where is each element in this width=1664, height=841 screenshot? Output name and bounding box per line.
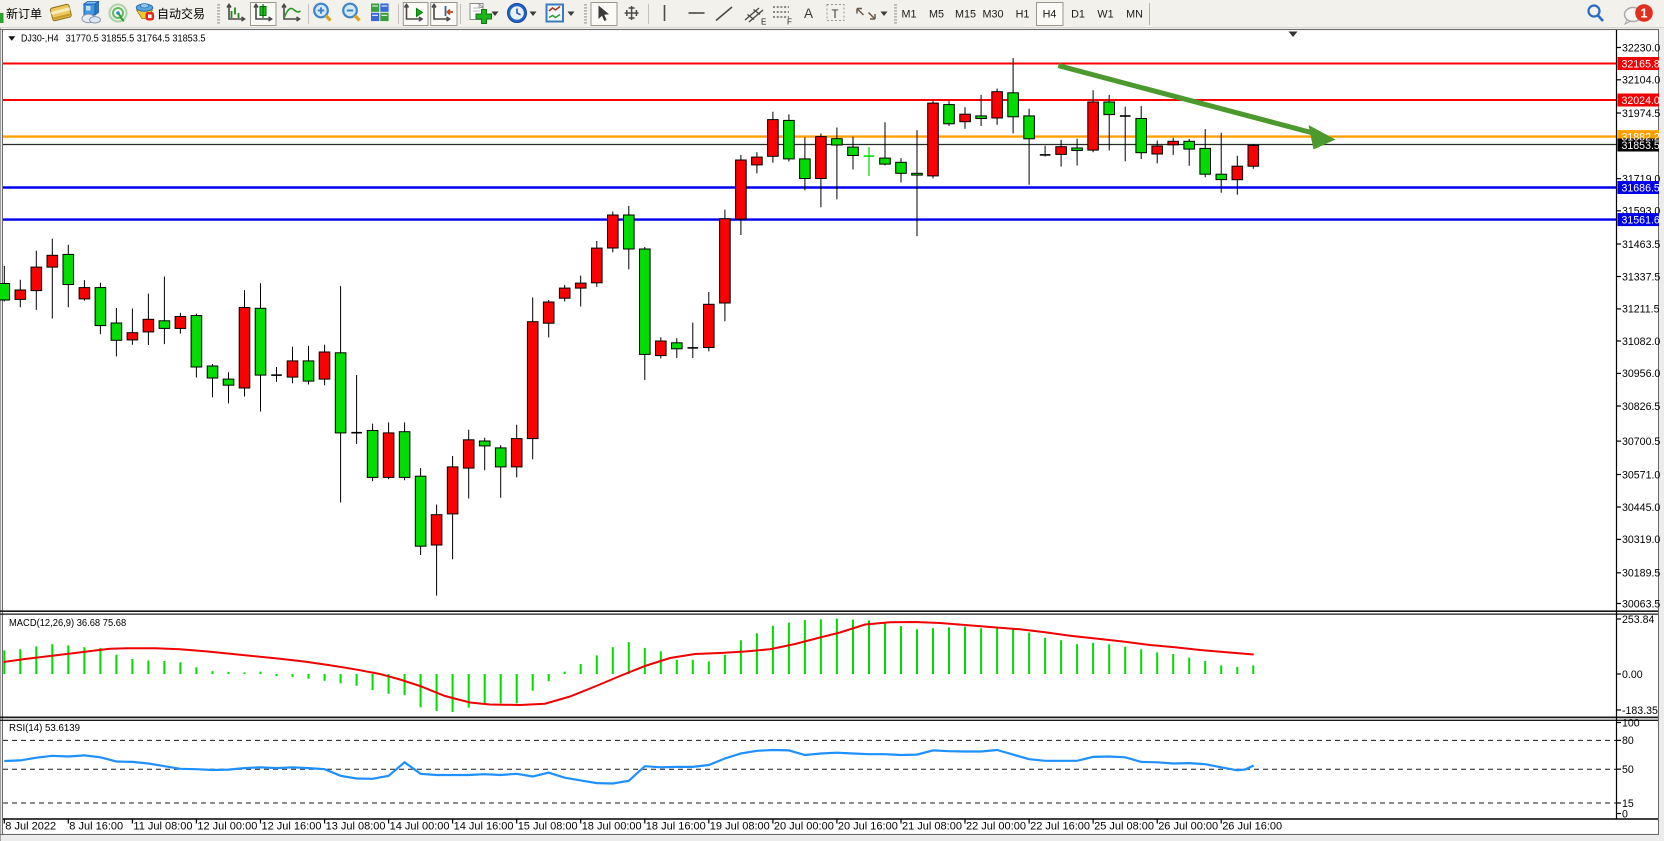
svg-text:30063.5: 30063.5 [1622, 598, 1660, 610]
svg-text:15 Jul 08:00: 15 Jul 08:00 [518, 821, 578, 833]
svg-text:M5: M5 [929, 9, 944, 21]
svg-text:32230.0: 32230.0 [1622, 42, 1660, 54]
svg-text:22 Jul 00:00: 22 Jul 00:00 [966, 821, 1026, 833]
svg-text:DJ30-,H4: DJ30-,H4 [21, 33, 59, 44]
svg-text:F: F [787, 18, 792, 27]
svg-text:30700.5: 30700.5 [1622, 436, 1660, 448]
svg-text:M1: M1 [902, 9, 917, 21]
svg-text:31211.5: 31211.5 [1622, 304, 1660, 316]
svg-text:A: A [804, 6, 813, 21]
svg-text:RSI(14) 53.6139: RSI(14) 53.6139 [9, 723, 80, 734]
svg-text:50: 50 [1622, 764, 1634, 776]
svg-text:30319.0: 30319.0 [1622, 534, 1660, 546]
svg-text:32024.0: 32024.0 [1622, 95, 1660, 107]
svg-text:12 Jul 00:00: 12 Jul 00:00 [197, 821, 257, 833]
svg-text:26 Jul 00:00: 26 Jul 00:00 [1158, 821, 1218, 833]
svg-text:1: 1 [1641, 7, 1648, 21]
svg-text:31882.2: 31882.2 [1622, 132, 1660, 144]
svg-text:31463.5: 31463.5 [1622, 239, 1660, 251]
svg-text:30956.0: 30956.0 [1622, 368, 1660, 380]
svg-text:30445.0: 30445.0 [1622, 502, 1660, 514]
svg-text:14 Jul 00:00: 14 Jul 00:00 [390, 821, 450, 833]
svg-text:30571.0: 30571.0 [1622, 469, 1660, 481]
svg-text:30826.5: 30826.5 [1622, 401, 1660, 413]
svg-text:25 Jul 08:00: 25 Jul 08:00 [1094, 821, 1154, 833]
svg-text:32165.8: 32165.8 [1622, 59, 1660, 71]
svg-text:31853.5: 31853.5 [1622, 140, 1660, 152]
svg-text:-183.35: -183.35 [1622, 705, 1658, 717]
svg-text:D1: D1 [1071, 9, 1085, 21]
svg-text:15: 15 [1622, 798, 1634, 810]
svg-text:31561.6: 31561.6 [1622, 215, 1660, 227]
svg-text:H1: H1 [1016, 9, 1030, 21]
svg-text:32104.0: 32104.0 [1622, 75, 1660, 87]
svg-text:20 Jul 16:00: 20 Jul 16:00 [838, 821, 898, 833]
svg-text:253.84: 253.84 [1622, 614, 1655, 626]
svg-text:M15: M15 [955, 9, 976, 21]
svg-text:新订单: 新订单 [6, 6, 42, 21]
svg-text:12 Jul 16:00: 12 Jul 16:00 [262, 821, 322, 833]
svg-text:31770.5 31855.5 31764.5 31853.: 31770.5 31855.5 31764.5 31853.5 [66, 33, 206, 44]
svg-text:M30: M30 [982, 9, 1003, 21]
svg-text:80: 80 [1622, 735, 1634, 747]
svg-text:W1: W1 [1097, 9, 1113, 21]
svg-text:18 Jul 16:00: 18 Jul 16:00 [646, 821, 706, 833]
svg-text:8 Jul 16:00: 8 Jul 16:00 [69, 821, 123, 833]
svg-text:E: E [761, 18, 766, 27]
svg-text:31686.5: 31686.5 [1622, 183, 1660, 195]
svg-text:21 Jul 08:00: 21 Jul 08:00 [902, 821, 962, 833]
svg-text:自动交易: 自动交易 [157, 6, 205, 21]
svg-text:31974.5: 31974.5 [1622, 108, 1660, 120]
svg-text:11 Jul 08:00: 11 Jul 08:00 [133, 821, 192, 833]
svg-text:26 Jul 16:00: 26 Jul 16:00 [1222, 821, 1282, 833]
svg-text:31082.0: 31082.0 [1622, 336, 1660, 348]
svg-text:MN: MN [1126, 9, 1143, 21]
svg-text:31337.5: 31337.5 [1622, 271, 1660, 283]
svg-text:30189.5: 30189.5 [1622, 568, 1660, 580]
svg-text:19 Jul 08:00: 19 Jul 08:00 [710, 821, 770, 833]
svg-text:18 Jul 00:00: 18 Jul 00:00 [582, 821, 642, 833]
svg-text:0.00: 0.00 [1622, 669, 1643, 681]
svg-text:20 Jul 00:00: 20 Jul 00:00 [774, 821, 834, 833]
svg-text:MACD(12,26,9) 36.68 75.68: MACD(12,26,9) 36.68 75.68 [9, 618, 127, 629]
svg-text:T: T [832, 9, 839, 21]
svg-text:8 Jul 2022: 8 Jul 2022 [5, 821, 56, 833]
svg-text:100: 100 [1622, 717, 1640, 729]
svg-text:13 Jul 08:00: 13 Jul 08:00 [326, 821, 386, 833]
svg-text:0: 0 [1622, 808, 1628, 820]
svg-text:14 Jul 16:00: 14 Jul 16:00 [454, 821, 514, 833]
svg-text:H4: H4 [1043, 9, 1057, 21]
svg-text:22 Jul 16:00: 22 Jul 16:00 [1030, 821, 1090, 833]
